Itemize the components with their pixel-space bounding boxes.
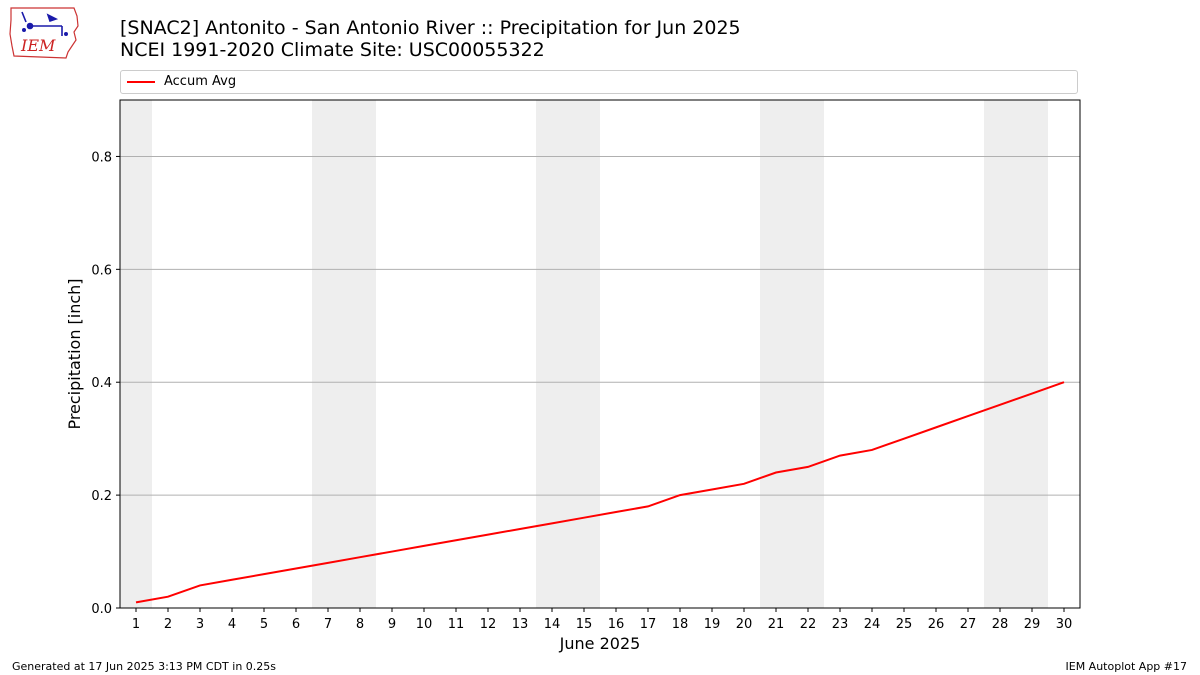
x-tick-label-2: 2 bbox=[164, 617, 172, 632]
x-tick-label-6: 6 bbox=[292, 617, 300, 632]
x-tick-label-25: 25 bbox=[896, 617, 913, 632]
x-tick-label-26: 26 bbox=[928, 617, 945, 632]
weekend-band-day-21 bbox=[760, 100, 792, 608]
weekend-band-day-28 bbox=[984, 100, 1016, 608]
logo-text: IEM bbox=[20, 36, 56, 55]
legend-label: Accum Avg bbox=[164, 74, 237, 89]
generated-timestamp: Generated at 17 Jun 2025 3:13 PM CDT in … bbox=[12, 660, 277, 673]
y-tick-label-2: 0.4 bbox=[91, 376, 112, 391]
chart-title: [SNAC2] Antonito - San Antonio River :: … bbox=[120, 17, 741, 61]
weekend-band-day-15 bbox=[568, 100, 600, 608]
autoplot-app-label: IEM Autoplot App #17 bbox=[1065, 660, 1188, 673]
x-tick-label-17: 17 bbox=[640, 617, 657, 632]
x-tick-label-13: 13 bbox=[512, 617, 529, 632]
weekend-band-day-1 bbox=[120, 100, 152, 608]
iem-logo: IEM bbox=[9, 7, 79, 59]
x-tick-label-15: 15 bbox=[576, 617, 593, 632]
y-tick-label-3: 0.6 bbox=[91, 263, 112, 278]
x-tick-label-16: 16 bbox=[608, 617, 625, 632]
x-tick-label-8: 8 bbox=[356, 617, 364, 632]
plot-frame bbox=[119, 99, 1081, 609]
x-tick-label-3: 3 bbox=[196, 617, 204, 632]
x-tick-label-24: 24 bbox=[864, 617, 881, 632]
x-tick-label-4: 4 bbox=[228, 617, 236, 632]
x-tick-label-7: 7 bbox=[324, 617, 332, 632]
chart-title-line2: NCEI 1991-2020 Climate Site: USC00055322 bbox=[120, 39, 545, 61]
weekend-band-day-29 bbox=[1016, 100, 1048, 608]
x-tick-label-19: 19 bbox=[704, 617, 721, 632]
x-tick-label-28: 28 bbox=[992, 617, 1009, 632]
x-tick-label-5: 5 bbox=[260, 617, 268, 632]
x-tick-label-27: 27 bbox=[960, 617, 977, 632]
x-tick-label-1: 1 bbox=[132, 617, 140, 632]
weekend-band-day-8 bbox=[344, 100, 376, 608]
series-line-accum-avg bbox=[135, 381, 1065, 604]
x-tick-label-22: 22 bbox=[800, 617, 817, 632]
weekend-band-day-7 bbox=[312, 100, 344, 608]
x-tick-label-12: 12 bbox=[480, 617, 497, 632]
x-tick-label-9: 9 bbox=[388, 617, 396, 632]
x-tick-label-29: 29 bbox=[1024, 617, 1041, 632]
x-tick-label-14: 14 bbox=[544, 617, 561, 632]
x-axis-label: June 2025 bbox=[559, 634, 641, 653]
x-tick-label-23: 23 bbox=[832, 617, 849, 632]
x-tick-label-11: 11 bbox=[448, 617, 465, 632]
y-axis-label: Precipitation [inch] bbox=[65, 278, 84, 429]
weather-station-icon bbox=[21, 11, 68, 36]
legend-line-swatch bbox=[127, 81, 155, 83]
x-tick-label-20: 20 bbox=[736, 617, 753, 632]
legend: Accum Avg bbox=[120, 70, 1078, 94]
weekend-band-day-22 bbox=[792, 100, 824, 608]
y-tick-label-4: 0.8 bbox=[91, 150, 112, 165]
x-tick-label-21: 21 bbox=[768, 617, 785, 632]
x-tick-label-30: 30 bbox=[1056, 617, 1073, 632]
y-tick-label-0: 0.0 bbox=[91, 602, 112, 617]
x-tick-label-18: 18 bbox=[672, 617, 689, 632]
chart-title-line1: [SNAC2] Antonito - San Antonio River :: … bbox=[120, 17, 741, 39]
iowa-outline-icon bbox=[9, 7, 79, 59]
weekend-band-day-14 bbox=[536, 100, 568, 608]
x-tick-label-10: 10 bbox=[416, 617, 433, 632]
y-tick-label-1: 0.2 bbox=[91, 489, 112, 504]
